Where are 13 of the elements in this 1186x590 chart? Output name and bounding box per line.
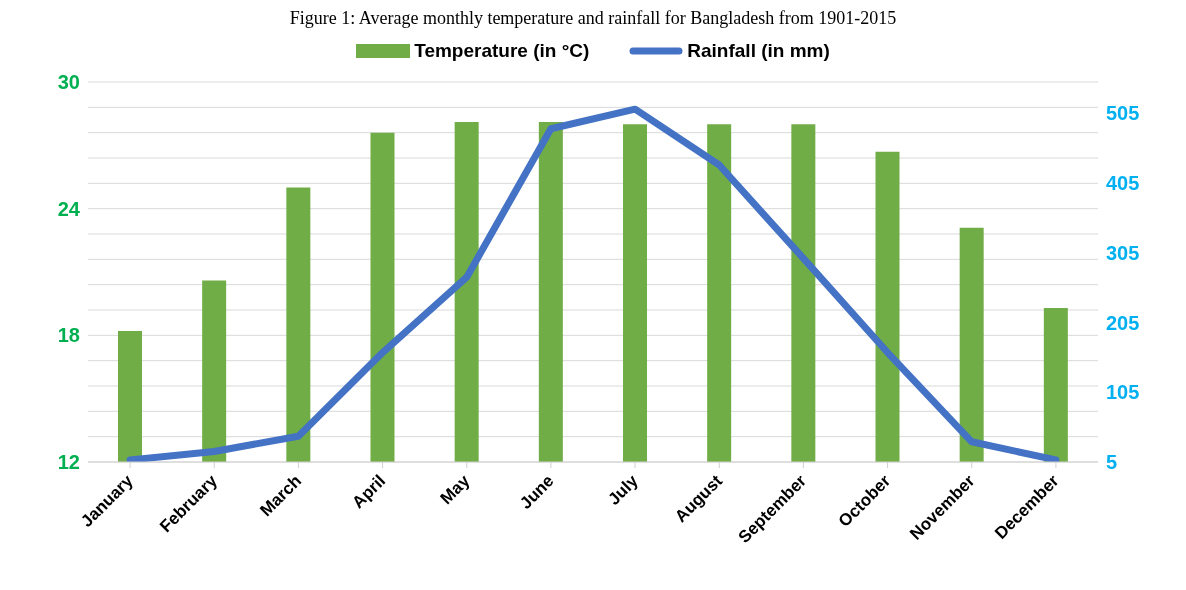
- legend-label: Rainfall (in mm): [687, 40, 830, 62]
- y-tick-label: 24: [57, 197, 81, 220]
- y2-tick-label: 505: [1106, 102, 1140, 125]
- y-tick-label: 30: [57, 71, 80, 94]
- y2-tick-label: 405: [1106, 172, 1140, 195]
- legend-label: Temperature (in °C): [414, 40, 590, 62]
- chart-title: Figure 1: Average monthly temperature and rainfall for Bangladesh from 1901-2015: [288, 8, 898, 30]
- y-tick-label: 12: [57, 451, 80, 474]
- y2-tick-label: 5: [1106, 451, 1118, 474]
- y2-tick-label: 105: [1106, 381, 1140, 404]
- y2-tick-label: 205: [1106, 311, 1140, 334]
- y2-tick-label: 305: [1106, 241, 1140, 264]
- y-tick-label: 18: [57, 324, 80, 347]
